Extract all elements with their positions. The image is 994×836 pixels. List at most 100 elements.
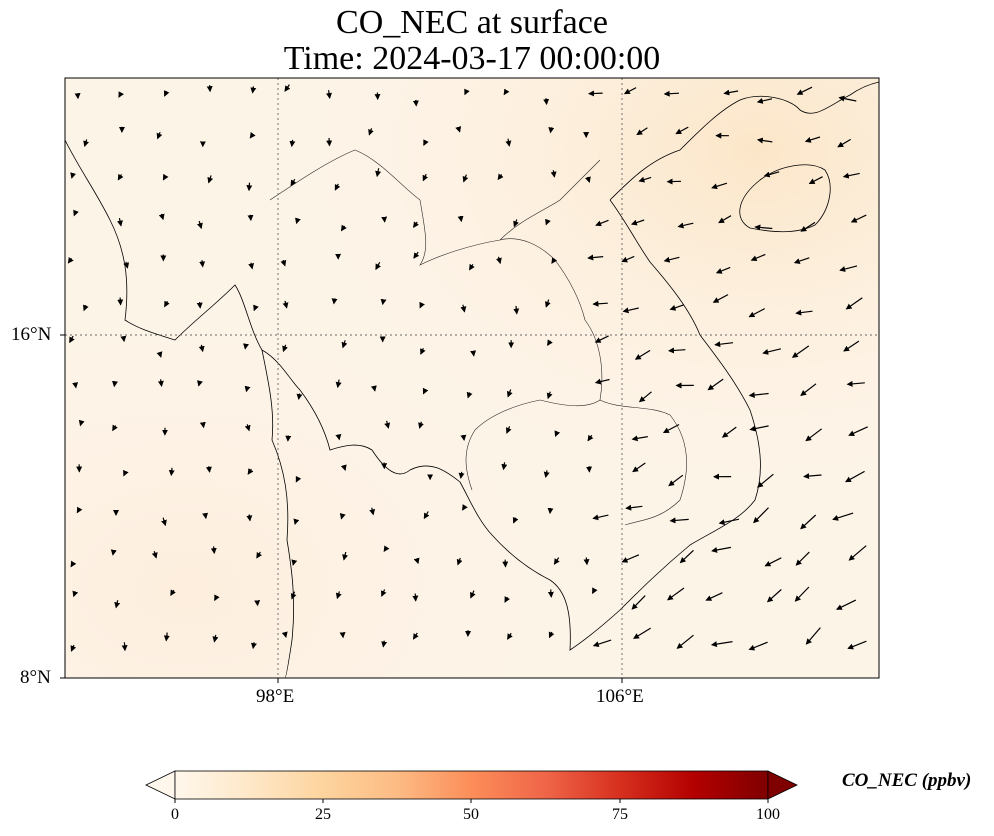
wind-arrow	[548, 631, 555, 639]
wind-arrow	[675, 126, 689, 135]
wind-arrow	[67, 256, 74, 264]
map-time: Time: 2024-03-17 00:00:00	[283, 40, 661, 77]
wind-arrow	[422, 173, 429, 182]
wind-arrow	[369, 507, 376, 516]
wind-arrow	[748, 391, 769, 398]
wind-arrow	[455, 126, 462, 133]
wind-arrow	[547, 589, 554, 598]
wind-arrow	[197, 380, 203, 387]
wind-arrow	[756, 97, 773, 104]
wind-arrow	[592, 514, 609, 521]
wind-arrow	[243, 343, 249, 350]
wind-arrow	[748, 641, 768, 651]
wind-arrow	[163, 90, 170, 97]
wind-arrow	[754, 224, 773, 231]
lon-tick-label: 98°E	[256, 686, 295, 707]
wind-arrow	[381, 216, 388, 223]
wind-arrow	[707, 378, 724, 391]
wind-arrow	[76, 506, 83, 514]
wind-arrow	[248, 262, 255, 270]
wind-arrow	[70, 172, 77, 179]
wind-arrow	[326, 90, 332, 99]
wind-arrow	[547, 507, 554, 515]
wind-arrow	[850, 214, 867, 223]
wind-arrow	[766, 589, 782, 603]
wind-arrow	[592, 639, 612, 648]
wind-arrow	[845, 297, 863, 310]
wind-arrow	[342, 551, 349, 561]
wind-arrow	[748, 308, 765, 318]
wind-arrow	[249, 131, 256, 139]
wind-arrow	[381, 640, 388, 648]
wind-arrow	[800, 514, 817, 530]
wind-arrow	[705, 592, 723, 601]
wind-arrow	[587, 434, 594, 442]
colorbar-tick: 100	[756, 806, 780, 823]
colorbar-tick: 50	[463, 806, 479, 823]
wind-arrow	[497, 173, 504, 181]
wind-arrow	[592, 587, 598, 595]
wind-arrow	[501, 462, 508, 471]
lon-tick-label: 106°E	[596, 686, 644, 707]
wind-arrow	[634, 349, 651, 360]
wind-arrow	[676, 634, 694, 649]
wind-arrow	[585, 176, 591, 183]
wind-arrow	[496, 256, 502, 265]
wind-arrow	[78, 419, 85, 427]
wind-arrow	[631, 435, 648, 442]
wind-arrow	[588, 90, 603, 97]
wind-arrow	[546, 391, 553, 400]
wind-arrow	[842, 172, 860, 179]
wind-arrow	[638, 176, 652, 183]
wind-arrow	[805, 428, 823, 442]
wind-arrow	[470, 590, 476, 599]
wind-arrow	[554, 430, 561, 438]
wind-arrow	[622, 307, 639, 314]
wind-arrow	[663, 90, 680, 97]
wind-arrow	[668, 474, 684, 487]
wind-arrow	[547, 339, 553, 347]
wind-arrow	[83, 139, 90, 148]
wind-arrow	[247, 468, 254, 475]
wind-arrow	[290, 591, 297, 600]
wind-arrow	[462, 504, 468, 511]
wind-arrow	[207, 175, 214, 184]
wind-arrow	[123, 261, 130, 269]
wind-arrow	[370, 385, 377, 392]
wind-arrow	[210, 546, 217, 555]
wind-arrow	[545, 299, 551, 308]
gridlines	[65, 78, 879, 678]
wind-arrow	[157, 379, 164, 387]
wind-arrow	[375, 262, 381, 271]
wind-arrow	[848, 426, 868, 436]
wind-arrow	[669, 517, 689, 524]
wind-arrow	[413, 557, 420, 565]
wind-arrow	[423, 139, 429, 146]
wind-arrow	[845, 470, 865, 483]
wind-arrow	[750, 253, 766, 262]
wind-arrow	[550, 170, 557, 178]
wind-arrow	[244, 424, 251, 432]
wind-arrow	[623, 87, 637, 95]
wind-arrow	[718, 518, 740, 526]
wind-arrow	[151, 551, 158, 559]
wind-arrow	[764, 557, 782, 567]
wind-arrow	[711, 182, 728, 190]
wind-arrow	[117, 173, 124, 181]
wind-arrow	[331, 298, 338, 305]
wind-arrow	[247, 214, 254, 222]
wind-arrow	[587, 254, 604, 261]
wind-arrow	[339, 512, 346, 520]
wind-arrow	[212, 634, 219, 643]
wind-arrow	[718, 215, 732, 224]
wind-arrow	[70, 560, 77, 568]
colorbar-tick: 75	[612, 806, 628, 823]
wind-arrow	[375, 168, 382, 178]
wind-arrow	[380, 298, 387, 306]
wind-arrow	[630, 219, 645, 226]
wind-arrow	[118, 91, 124, 98]
wind-arrow	[794, 586, 810, 602]
wind-arrow	[595, 219, 609, 227]
wind-arrow	[120, 335, 127, 343]
wind-arrow	[199, 421, 206, 429]
